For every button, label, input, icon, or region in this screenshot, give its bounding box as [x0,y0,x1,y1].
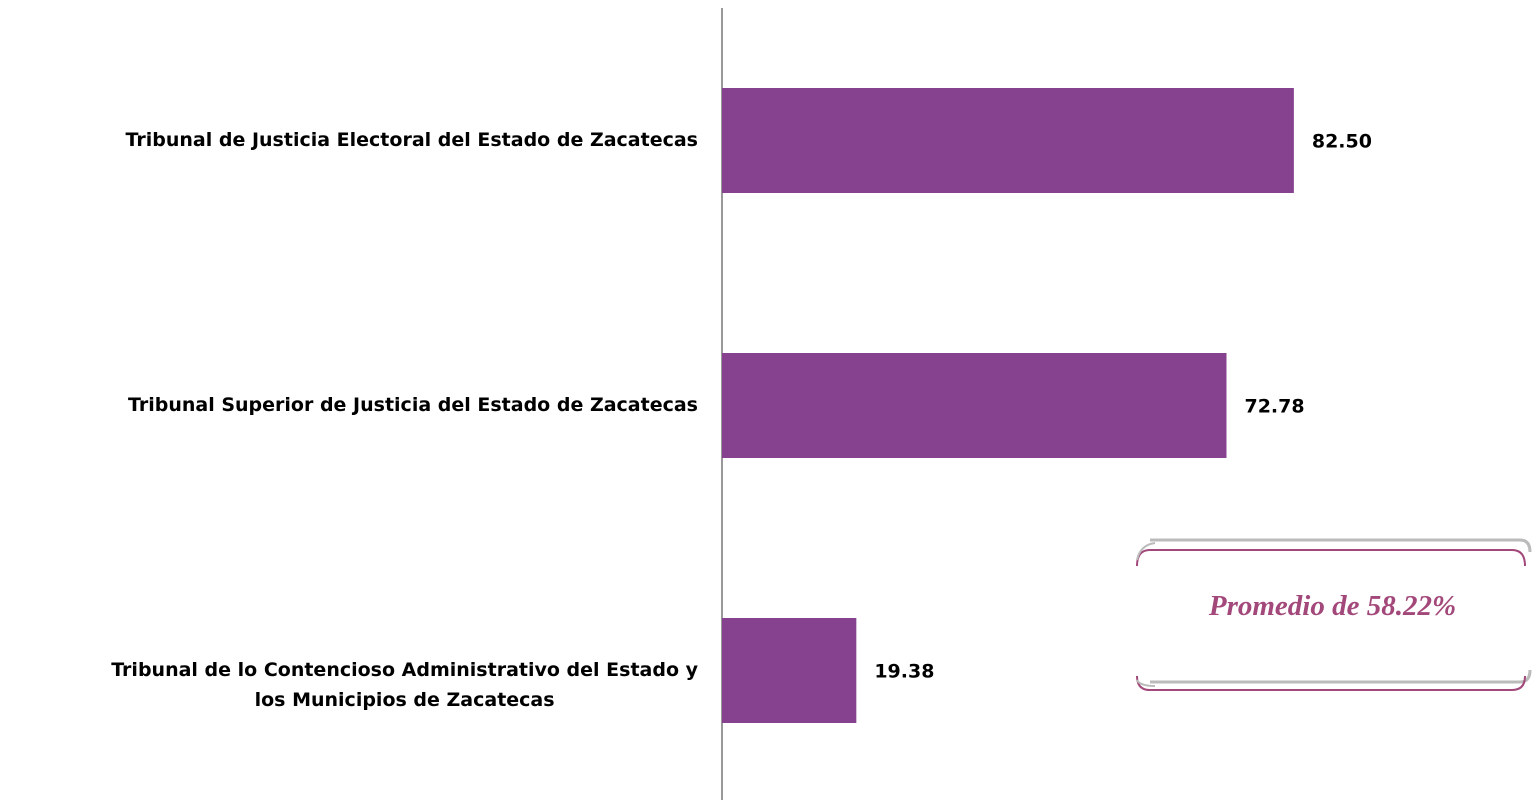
category-label: Tribunal de lo Contencioso Administrativ… [111,659,698,711]
value-label: 72.78 [1244,396,1304,418]
value-label: 82.50 [1312,131,1372,153]
value-label: 19.38 [874,661,934,683]
bar [722,88,1294,193]
bar [722,618,857,723]
annotation: Promedio de 58.22% [1208,590,1457,622]
category-label: Tribunal de Justicia Electoral del Estad… [125,129,699,151]
bar [722,353,1227,458]
category-label: Tribunal Superior de Justicia del Estado… [127,394,698,416]
annotation-box [1136,538,1532,691]
